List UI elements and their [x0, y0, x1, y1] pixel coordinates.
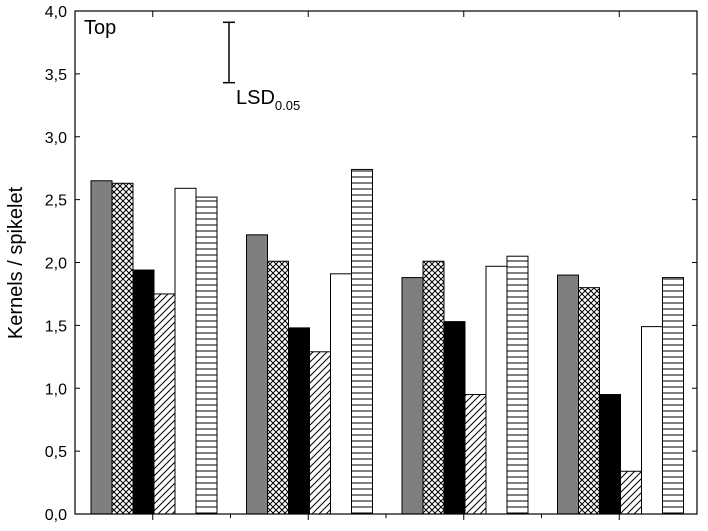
y-tick-label: 1,0: [45, 381, 67, 398]
bar: [578, 287, 600, 515]
y-axis-ticks: 0,0 0,5 1,0 1,5 2,0 2,5 3,0 3,5 4,0: [45, 4, 697, 524]
bar: [351, 168, 373, 515]
bar: [288, 327, 310, 515]
bar: [464, 394, 487, 515]
bar: [662, 277, 684, 515]
bar: [195, 196, 218, 515]
panel-label: Top: [84, 17, 116, 39]
y-tick-label: 0,5: [45, 444, 67, 461]
bar: [111, 182, 134, 515]
bar: [401, 277, 424, 515]
y-tick-label: 3,0: [45, 130, 67, 147]
bars: [90, 168, 684, 515]
bar: [485, 265, 508, 515]
bar: [174, 187, 197, 515]
bar: [620, 470, 642, 515]
lsd-error-bar: [223, 21, 235, 84]
lsd-label-subscript: 0.05: [275, 98, 300, 113]
lsd-label-main: LSD: [236, 87, 275, 109]
bar: [599, 394, 621, 515]
y-axis-title: Kernels / spikelet: [5, 186, 27, 339]
lsd-label: LSD0.05: [236, 87, 300, 113]
y-tick-label: 2,0: [45, 256, 67, 273]
bar: [153, 293, 176, 515]
bar: [422, 260, 445, 515]
bar: [641, 326, 663, 515]
y-tick-label: 3,5: [45, 67, 67, 84]
bar: [90, 180, 113, 515]
bar: [330, 273, 352, 515]
bar: [132, 269, 155, 515]
y-tick-label: 1,5: [45, 318, 67, 335]
y-tick-label: 0,0: [45, 507, 67, 524]
y-tick-label: 2,5: [45, 193, 67, 210]
bar: [557, 274, 579, 515]
bar: [506, 255, 529, 515]
bar: [246, 234, 268, 515]
bar: [443, 321, 466, 515]
bar: [309, 351, 331, 515]
plot-frame: [74, 10, 698, 520]
bar: [267, 260, 289, 515]
y-tick-label: 4,0: [45, 4, 67, 21]
